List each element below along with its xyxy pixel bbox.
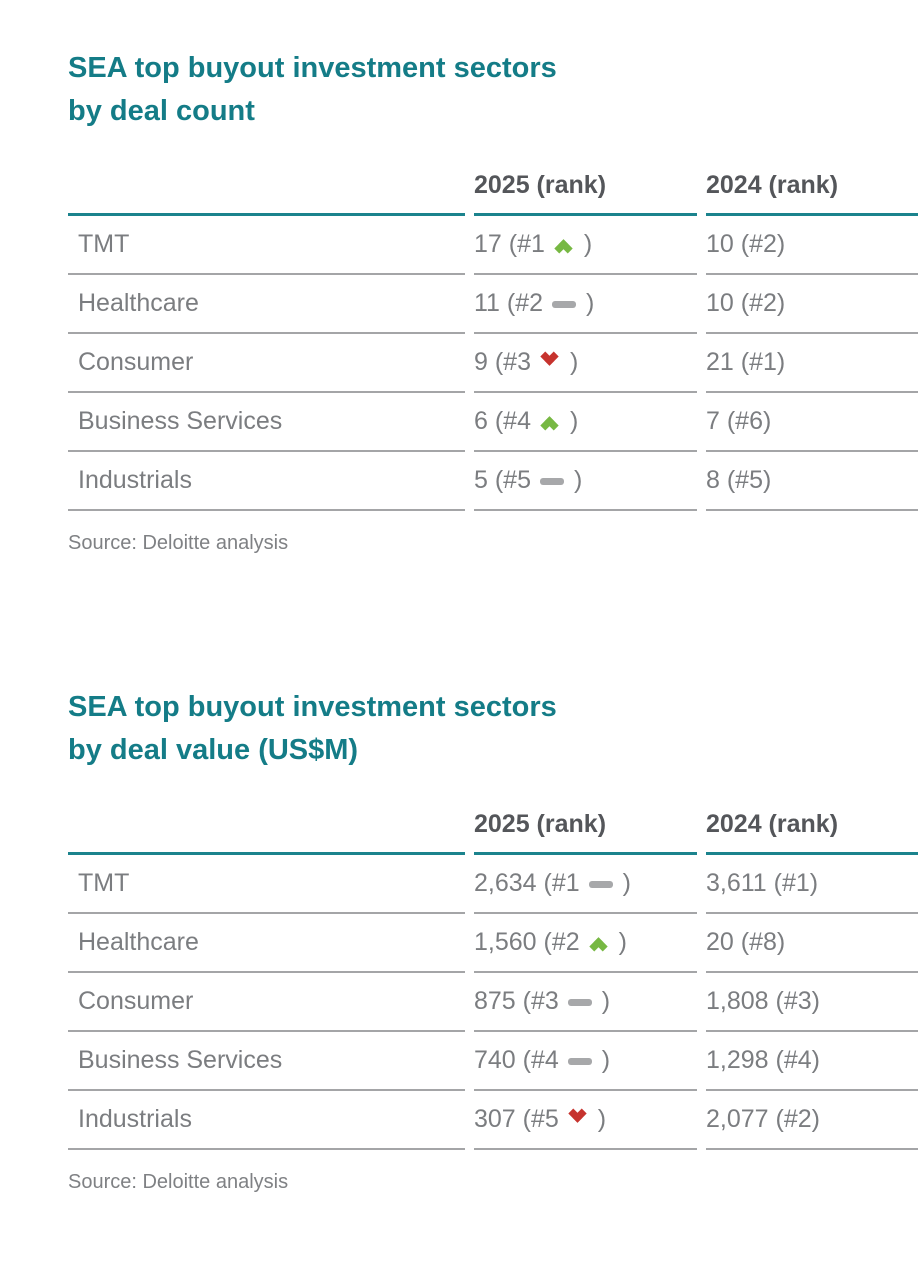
close-paren: ) — [597, 1105, 607, 1133]
header-2024-rank: 2024 (rank) — [706, 798, 918, 855]
sector-label: Consumer — [68, 973, 465, 1032]
value-2024-cell: 8 (#5) — [706, 452, 918, 511]
table-row: Industrials 307 (#5) 2,077 (#2) — [68, 1091, 918, 1150]
table-row: TMT 17 (#1) 10 (#2) — [68, 216, 918, 275]
table-row: Healthcare 1,560 (#2) 20 (#8) — [68, 914, 918, 973]
sector-label: Business Services — [68, 1032, 465, 1091]
section-title-line1: SEA top buyout investment sectors — [68, 52, 557, 84]
value-2024-cell: 1,808 (#3) — [706, 973, 918, 1032]
close-paren: ) — [618, 928, 627, 956]
value-2024-cell: 10 (#2) — [706, 275, 918, 334]
trend-icon — [567, 1058, 592, 1065]
value-2025-text: 1,560 (#2 — [474, 928, 580, 956]
trend-icon — [539, 478, 564, 485]
value-2025-cell: 740 (#4) — [474, 1032, 697, 1091]
header-sector-empty — [68, 159, 465, 216]
header-sector-empty — [68, 798, 465, 855]
value-2025-cell: 307 (#5) — [474, 1091, 697, 1150]
section-title-line2: by deal count — [68, 95, 255, 127]
value-2025-cell: 875 (#3) — [474, 973, 697, 1032]
value-2024-cell: 21 (#1) — [706, 334, 918, 393]
trend-icon — [568, 1104, 587, 1123]
value-2025-cell: 2,634 (#1) — [474, 855, 697, 914]
source-note: Source: Deloitte analysis — [68, 532, 289, 554]
sector-label: Healthcare — [68, 275, 465, 334]
close-paren: ) — [583, 230, 593, 258]
sector-label: Healthcare — [68, 914, 465, 973]
close-paren: ) — [569, 407, 579, 435]
section-title: SEA top buyout investment sectors by dea… — [68, 47, 918, 133]
value-2024-cell: 2,077 (#2) — [706, 1091, 918, 1150]
table-row: TMT 2,634 (#1) 3,611 (#1) — [68, 855, 918, 914]
value-2024-cell: 3,611 (#1) — [706, 855, 918, 914]
value-2025-text: 2,634 (#1 — [474, 869, 580, 897]
value-2025-text: 875 (#3 — [474, 987, 559, 1015]
header-2025-rank: 2025 (rank) — [474, 798, 697, 855]
deal-value-table: 2025 (rank) 2024 (rank) TMT 2,634 (#1) 3… — [59, 798, 918, 1150]
value-2025-text: 5 (#5 — [474, 466, 531, 494]
value-2025-text: 307 (#5 — [474, 1105, 559, 1133]
sector-label: Consumer — [68, 334, 465, 393]
sector-label: Industrials — [68, 452, 465, 511]
close-paren: ) — [586, 289, 595, 317]
value-2025-text: 9 (#3 — [474, 348, 531, 376]
sector-label: TMT — [68, 855, 465, 914]
sector-label: TMT — [68, 216, 465, 275]
trend-icon — [552, 301, 577, 308]
section-deal-count: SEA top buyout investment sectors by dea… — [68, 47, 918, 558]
value-2024-cell: 1,298 (#4) — [706, 1032, 918, 1091]
header-2025-rank: 2025 (rank) — [474, 159, 697, 216]
value-2025-cell: 6 (#4) — [474, 393, 697, 452]
header-2024-rank: 2024 (rank) — [706, 159, 918, 216]
table-row: Industrials 5 (#5) 8 (#5) — [68, 452, 918, 511]
header-row: 2025 (rank) 2024 (rank) — [68, 159, 918, 216]
value-2024-cell: 20 (#8) — [706, 914, 918, 973]
table-row: Business Services 740 (#4) 1,298 (#4) — [68, 1032, 918, 1091]
close-paren: ) — [622, 869, 631, 897]
value-2024-cell: 7 (#6) — [706, 393, 918, 452]
value-2024-cell: 10 (#2) — [706, 216, 918, 275]
close-paren: ) — [569, 348, 579, 376]
section-title-line2: by deal value (US$M) — [68, 734, 359, 766]
value-2025-cell: 1,560 (#2) — [474, 914, 697, 973]
section-title: SEA top buyout investment sectors by dea… — [68, 686, 918, 772]
trend-icon — [540, 347, 559, 366]
trend-icon — [554, 239, 573, 258]
value-2025-text: 11 (#2 — [474, 289, 544, 317]
value-2025-cell: 5 (#5) — [474, 452, 697, 511]
value-2025-text: 740 (#4 — [474, 1046, 559, 1074]
table-row: Consumer 9 (#3) 21 (#1) — [68, 334, 918, 393]
value-2025-text: 6 (#4 — [474, 407, 531, 435]
table-row: Business Services 6 (#4) 7 (#6) — [68, 393, 918, 452]
sector-label: Industrials — [68, 1091, 465, 1150]
value-2025-cell: 9 (#3) — [474, 334, 697, 393]
trend-icon — [540, 416, 559, 435]
close-paren: ) — [573, 466, 583, 494]
trend-icon — [588, 937, 608, 956]
table-row: Healthcare 11 (#2) 10 (#2) — [68, 275, 918, 334]
section-title-line1: SEA top buyout investment sectors — [68, 691, 557, 723]
section-deal-value: SEA top buyout investment sectors by dea… — [68, 686, 918, 1197]
value-2025-cell: 11 (#2) — [474, 275, 697, 334]
close-paren: ) — [601, 987, 611, 1015]
value-2025-text: 17 (#1 — [474, 230, 545, 258]
close-paren: ) — [601, 1046, 611, 1074]
header-row: 2025 (rank) 2024 (rank) — [68, 798, 918, 855]
trend-icon — [588, 881, 613, 888]
sector-label: Business Services — [68, 393, 465, 452]
table-row: Consumer 875 (#3) 1,808 (#3) — [68, 973, 918, 1032]
source-note: Source: Deloitte analysis — [68, 1171, 289, 1193]
trend-icon — [567, 999, 592, 1006]
deal-count-table: 2025 (rank) 2024 (rank) TMT 17 (#1) 10 (… — [59, 159, 918, 511]
value-2025-cell: 17 (#1) — [474, 216, 697, 275]
